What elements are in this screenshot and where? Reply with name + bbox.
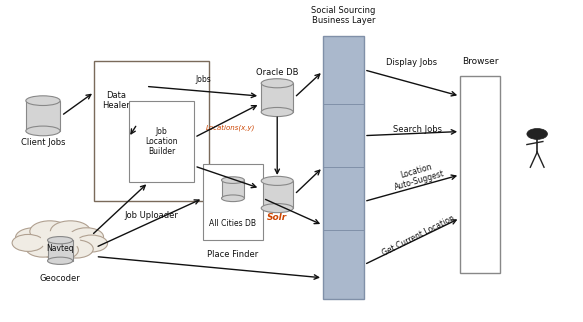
Ellipse shape	[222, 177, 244, 184]
Circle shape	[16, 228, 52, 247]
Ellipse shape	[222, 195, 244, 202]
Bar	[222, 180, 244, 198]
Text: Place Finder: Place Finder	[208, 251, 259, 260]
Bar	[323, 36, 364, 299]
Bar	[94, 61, 209, 201]
Text: Social Sourcing
Business Layer: Social Sourcing Business Layer	[311, 5, 375, 25]
Text: Search Jobs: Search Jobs	[394, 125, 442, 134]
Text: Job Uploader: Job Uploader	[125, 211, 178, 220]
Ellipse shape	[261, 108, 293, 117]
Bar	[261, 83, 293, 112]
Circle shape	[40, 230, 80, 251]
Circle shape	[76, 235, 107, 252]
Ellipse shape	[261, 79, 293, 88]
Ellipse shape	[261, 176, 293, 185]
Text: Get Current Location: Get Current Location	[381, 214, 456, 258]
Circle shape	[26, 239, 60, 257]
Ellipse shape	[48, 237, 73, 244]
Text: Jobs: Jobs	[195, 75, 211, 84]
Text: Locations(x,y): Locations(x,y)	[205, 124, 255, 131]
Text: Navteq: Navteq	[46, 243, 74, 252]
Text: Job
Location
Builder: Job Location Builder	[145, 127, 178, 156]
Text: Solr: Solr	[267, 213, 287, 222]
Text: Display Jobs: Display Jobs	[387, 58, 438, 67]
Bar	[26, 101, 60, 131]
Circle shape	[50, 221, 90, 242]
Circle shape	[69, 228, 104, 246]
Circle shape	[30, 221, 70, 242]
Bar	[48, 240, 73, 261]
Circle shape	[527, 128, 547, 139]
Text: Oracle DB: Oracle DB	[256, 68, 298, 77]
Text: Browser: Browser	[462, 57, 498, 66]
Ellipse shape	[26, 126, 60, 136]
Text: Client Jobs: Client Jobs	[21, 138, 65, 147]
Ellipse shape	[261, 204, 293, 213]
Text: All Cities DB: All Cities DB	[209, 219, 257, 228]
Circle shape	[42, 241, 78, 260]
Text: Data
Healer: Data Healer	[102, 90, 130, 110]
Text: Geocoder: Geocoder	[40, 274, 80, 283]
Circle shape	[12, 234, 44, 251]
Circle shape	[59, 240, 93, 258]
Bar	[261, 181, 293, 208]
Ellipse shape	[48, 257, 73, 264]
Bar	[460, 76, 500, 273]
Text: Location
Auto-Suggest: Location Auto-Suggest	[390, 159, 445, 192]
Bar	[129, 101, 194, 182]
Bar	[203, 164, 263, 240]
Ellipse shape	[26, 96, 60, 106]
